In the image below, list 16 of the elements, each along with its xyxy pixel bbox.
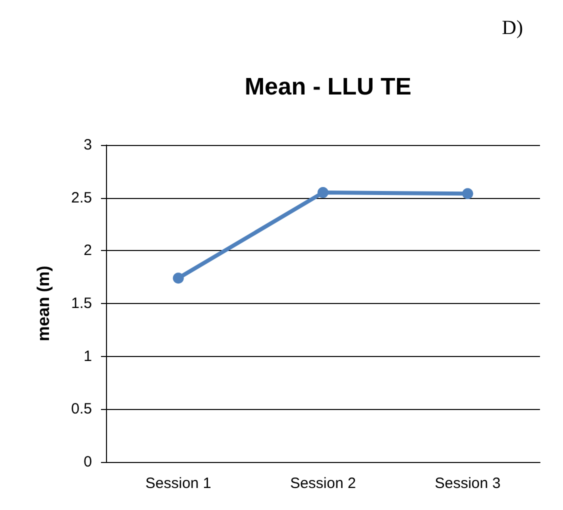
point — [462, 188, 474, 200]
y-tick-label: 2 — [84, 242, 92, 260]
y-axis-title: mean (m) — [34, 266, 53, 342]
point — [318, 187, 328, 198]
y-tick-label: 1 — [84, 348, 92, 365]
y-tick-label: 0 — [84, 454, 92, 470]
x-tick-label: Session 3 — [434, 475, 501, 492]
x-tick-label: Session 1 — [145, 475, 212, 492]
y-tick-label: 3 — [84, 136, 92, 154]
y-tick-label: 1.5 — [71, 295, 92, 312]
chart-title: Mean - LLU TE — [244, 74, 412, 100]
x-tick-label: Session 2 — [290, 475, 356, 492]
point — [172, 272, 184, 284]
y-tick-label: 0.5 — [71, 400, 92, 418]
y-tick-label: 2.5 — [71, 189, 92, 206]
text: D) — [502, 17, 524, 39]
